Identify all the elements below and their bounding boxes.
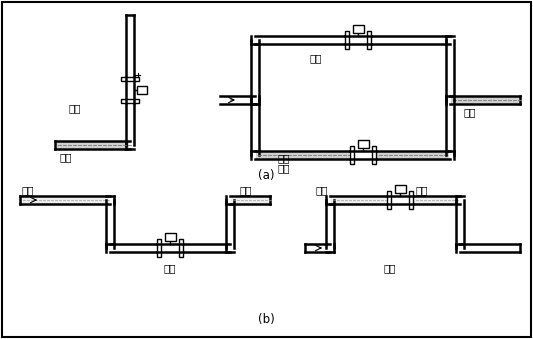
Bar xyxy=(121,77,139,81)
Bar xyxy=(56,141,129,148)
Bar xyxy=(352,25,364,33)
Text: 正确: 正确 xyxy=(164,263,176,273)
Text: 气泡: 气泡 xyxy=(315,185,327,195)
Bar xyxy=(157,239,161,257)
Bar xyxy=(179,239,183,257)
Text: 气泡: 气泡 xyxy=(22,185,35,195)
Bar xyxy=(121,99,139,103)
Bar xyxy=(137,86,147,94)
Bar xyxy=(409,191,413,209)
Text: 液体: 液体 xyxy=(464,107,477,117)
Bar xyxy=(358,140,368,148)
Bar xyxy=(394,185,406,193)
Bar xyxy=(256,152,349,159)
Bar xyxy=(350,146,354,164)
Bar xyxy=(331,197,386,203)
Text: 正确: 正确 xyxy=(69,103,81,113)
Text: 气泡: 气泡 xyxy=(240,185,253,195)
Bar xyxy=(21,197,109,203)
Bar xyxy=(387,191,391,209)
Bar xyxy=(367,31,371,49)
Text: 液体: 液体 xyxy=(60,152,72,162)
Text: 液体: 液体 xyxy=(278,153,290,163)
Text: 正确: 正确 xyxy=(310,53,322,63)
Bar xyxy=(377,152,449,159)
Text: (a): (a) xyxy=(258,168,274,181)
Bar xyxy=(165,233,175,241)
Bar xyxy=(372,146,376,164)
Bar xyxy=(345,31,349,49)
Text: 错误: 错误 xyxy=(278,163,290,173)
Bar xyxy=(414,197,459,203)
Bar xyxy=(451,97,519,103)
Text: 气泡: 气泡 xyxy=(415,185,427,195)
Text: 错误: 错误 xyxy=(384,263,396,273)
Bar xyxy=(231,197,269,203)
Text: (b): (b) xyxy=(257,314,274,326)
